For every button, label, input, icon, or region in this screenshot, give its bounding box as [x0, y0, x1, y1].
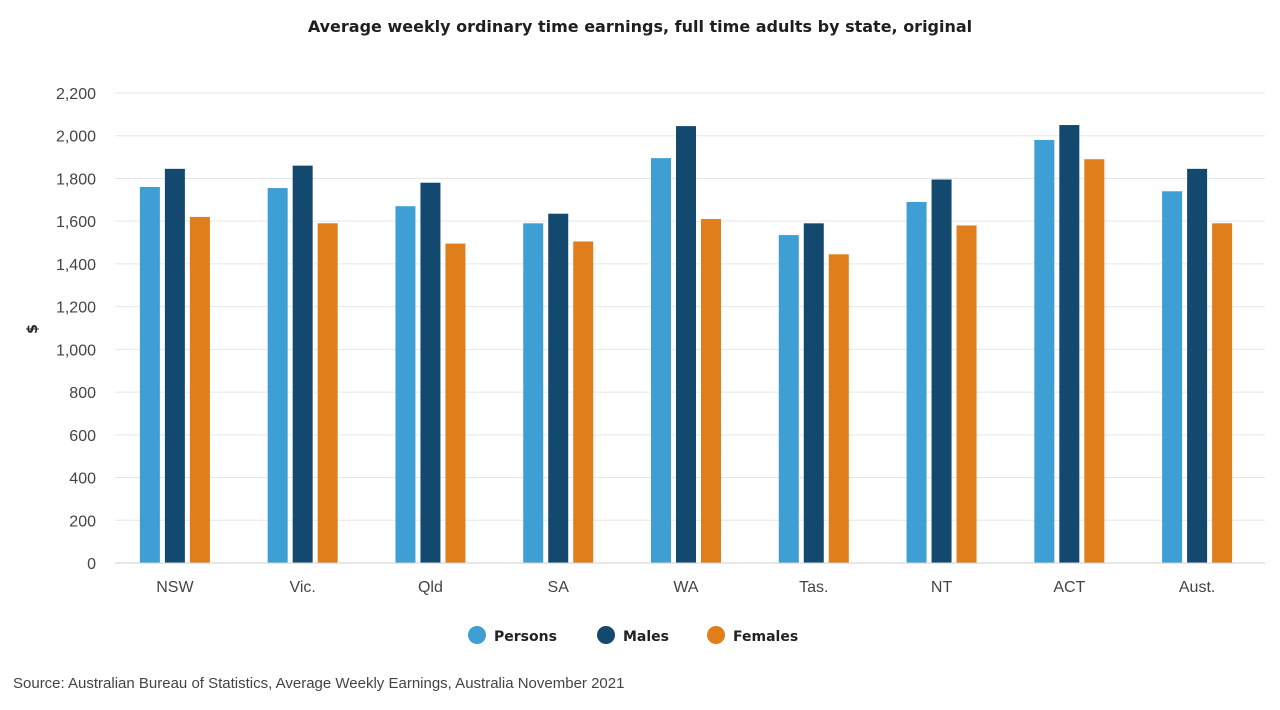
bar-males	[164, 168, 185, 563]
x-tick-label: Vic.	[289, 579, 315, 596]
bar-males	[1187, 168, 1208, 563]
bar-males	[548, 213, 569, 564]
y-axis-label: $	[25, 324, 41, 334]
bar-males	[420, 182, 441, 563]
bar-persons	[1034, 140, 1055, 563]
y-tick-label: 600	[69, 428, 96, 445]
x-tick-label: ACT	[1053, 579, 1085, 596]
x-tick-label: Aust.	[1179, 579, 1215, 596]
bar-females	[573, 241, 594, 563]
x-tick-label: Tas.	[799, 579, 828, 596]
y-tick-label: 400	[69, 471, 96, 488]
bar-persons	[267, 188, 288, 563]
y-tick-label: 2,000	[56, 129, 96, 146]
x-tick-label: SA	[548, 579, 570, 596]
y-tick-label: 0	[87, 556, 96, 573]
y-axis-ticks: 0 200 400 600 800 1,000 1,200 1,400 1,600 1,800 2,…	[56, 86, 96, 573]
bar-females	[828, 254, 849, 563]
bar-females	[317, 223, 338, 563]
bar-females	[956, 225, 977, 564]
bar-females	[1084, 159, 1105, 563]
y-tick-label: 1,800	[56, 171, 96, 188]
bar-females	[189, 216, 210, 563]
bar-females	[701, 219, 721, 563]
x-tick-label: WA	[673, 579, 699, 596]
bar-females	[445, 243, 466, 563]
y-tick-label: 1,400	[56, 257, 96, 274]
bar-males	[1059, 125, 1080, 563]
x-axis-ticks: NSW Vic. Qld SA WA Tas. NT ACT Aust.	[156, 579, 1215, 596]
legend-swatch-persons	[468, 626, 486, 644]
bar-persons	[778, 235, 799, 563]
chart-title: Average weekly ordinary time earnings, f…	[308, 17, 972, 36]
bar-males	[803, 223, 824, 563]
y-tick-label: 800	[69, 385, 96, 402]
bar-persons	[523, 223, 544, 563]
legend-swatch-males	[597, 626, 615, 644]
bar-females	[1212, 223, 1233, 563]
bar-persons	[906, 201, 927, 564]
y-tick-label: 2,200	[56, 86, 96, 103]
legend-label-females: Females	[733, 629, 798, 645]
legend-swatch-females	[707, 626, 725, 644]
bar-persons	[1162, 191, 1183, 564]
bar-persons	[651, 158, 671, 563]
bar-persons	[395, 206, 416, 563]
y-tick-label: 1,600	[56, 214, 96, 231]
bar-persons	[139, 187, 160, 563]
x-tick-label: NSW	[156, 579, 194, 596]
source-note: Source: Australian Bureau of Statistics,…	[13, 675, 625, 692]
y-tick-label: 200	[69, 513, 96, 530]
bar-males	[931, 179, 952, 564]
bar-males	[676, 126, 696, 563]
bars	[139, 125, 1233, 564]
y-tick-label: 1,000	[56, 342, 96, 359]
legend-label-males: Males	[623, 629, 669, 645]
x-tick-label: Qld	[418, 579, 443, 596]
x-tick-label: NT	[931, 579, 953, 596]
bar-males	[292, 165, 313, 564]
y-tick-label: 1,200	[56, 300, 96, 317]
legend: Persons Males Females	[468, 626, 798, 645]
legend-label-persons: Persons	[494, 629, 557, 645]
